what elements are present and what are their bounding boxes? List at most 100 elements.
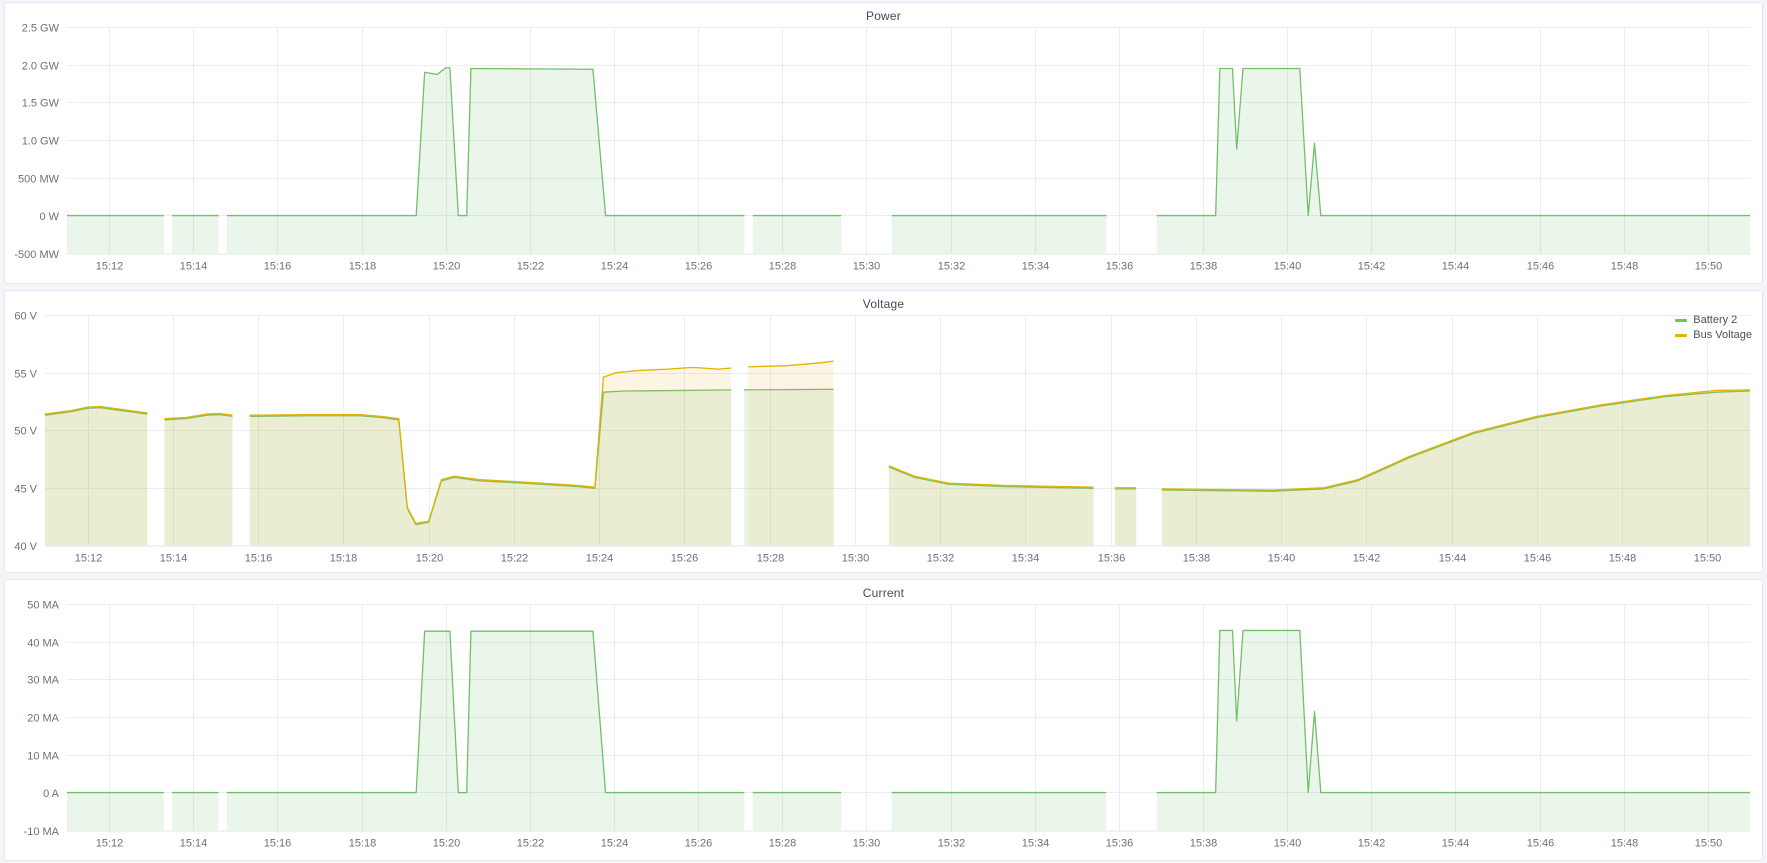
legend-label: Battery 2 — [1693, 314, 1738, 327]
x-axis-tick-label: 15:36 — [1098, 553, 1126, 565]
series-area-power — [67, 215, 164, 254]
series-area-current — [67, 792, 164, 830]
x-axis-tick-label: 15:12 — [96, 260, 124, 272]
series-area-battery-2 — [1114, 489, 1137, 546]
series-line-bus-voltage[interactable] — [888, 465, 1094, 489]
y-axis-tick-label: 30 MA — [27, 674, 59, 686]
series-line-bus-voltage[interactable] — [44, 406, 148, 416]
plot-area-current[interactable]: 50 MA 40 MA 30 MA 20 MA 10 MA 0 A -10 MA 15:12 1… — [5, 580, 1762, 860]
series-area-current — [1156, 630, 1750, 830]
x-axis-tick-label: 15:12 — [75, 553, 103, 565]
y-axis-tick-label: 50 MA — [27, 599, 59, 611]
x-axis-tick-label: 15:18 — [349, 837, 377, 849]
series-area-power — [172, 215, 219, 254]
x-axis-tick-label: 15:32 — [938, 837, 966, 849]
x-axis-tick-label: 15:48 — [1611, 260, 1639, 272]
y-axis-tick-label: 500 MW — [18, 174, 60, 186]
x-axis-tick-label: 15:44 — [1439, 553, 1467, 565]
series-area-current — [752, 792, 842, 830]
x-axis-tick-label: 15:16 — [264, 260, 292, 272]
y-axis-tick-label: 45 V — [14, 484, 37, 496]
x-axis-tick-label: 15:34 — [1012, 553, 1040, 565]
x-axis-tick-label: 15:28 — [757, 553, 785, 565]
series-line-battery-2[interactable] — [44, 407, 148, 417]
x-axis-tick-label: 15:40 — [1274, 260, 1302, 272]
x-axis-tick-label: 15:28 — [769, 260, 797, 272]
y-axis-tick-label: 60 V — [14, 311, 37, 323]
x-axis-tick-label: 15:22 — [517, 260, 545, 272]
panel-title-current: Current — [862, 585, 905, 600]
series-line-current[interactable] — [226, 630, 745, 793]
legend-swatch-icon — [1675, 334, 1688, 338]
series-line-bus-voltage[interactable] — [1161, 389, 1751, 492]
series-area-current — [891, 792, 1107, 830]
legend-voltage[interactable]: Battery 2 Bus Voltage — [1675, 313, 1752, 343]
series-line-battery-2[interactable] — [744, 388, 834, 391]
series-area-battery-2 — [1161, 391, 1750, 546]
x-axis-tick-label: 15:30 — [842, 553, 870, 565]
legend-label: Bus Voltage — [1693, 329, 1752, 342]
panel-power[interactable]: Power 2.5 GW 2.0 GW 1.5 GW 1.0 GW 500 MW 0 W -… — [4, 2, 1763, 285]
legend-swatch-icon — [1675, 319, 1688, 323]
series-area-bus-voltage — [1161, 390, 1750, 546]
x-axis-tick-label: 15:16 — [264, 837, 292, 849]
y-axis-tick-label: 50 V — [14, 426, 37, 438]
series-area-power — [1156, 68, 1750, 254]
series-area-bus-voltage — [249, 367, 732, 546]
series-area-bus-voltage — [748, 361, 834, 546]
y-axis-tick-label: 10 MA — [27, 750, 59, 762]
x-axis-tick-label: 15:14 — [180, 260, 208, 272]
legend-item-battery-2[interactable]: Battery 2 — [1675, 313, 1752, 328]
series-area-battery-2 — [164, 414, 233, 546]
series-area-battery-2 — [744, 389, 834, 546]
x-axis-tick-label: 15:48 — [1611, 837, 1639, 849]
y-axis-tick-label: 0 A — [43, 787, 60, 799]
series-area-current — [226, 630, 745, 830]
chart-current[interactable]: 50 MA 40 MA 30 MA 20 MA 10 MA 0 A -10 MA 15:12 1… — [5, 580, 1762, 860]
series-line-bus-voltage[interactable] — [249, 367, 732, 525]
chart-power[interactable]: 2.5 GW 2.0 GW 1.5 GW 1.0 GW 500 MW 0 W -500 MW… — [5, 3, 1762, 283]
x-axis-tick-label: 15:36 — [1106, 260, 1134, 272]
series-line-bus-voltage[interactable] — [164, 413, 233, 420]
x-axis-tick-label: 15:42 — [1358, 260, 1386, 272]
series-area-battery-2 — [888, 467, 1094, 546]
y-axis-tick-label: 0 W — [39, 211, 59, 223]
panel-voltage[interactable]: Voltage 60 V 55 V 50 V 45 V 40 V 15:12 15:14 15… — [4, 290, 1763, 573]
legend-item-bus-voltage[interactable]: Bus Voltage — [1675, 328, 1752, 343]
x-axis-tick-label: 15:14 — [180, 837, 208, 849]
x-axis-tick-label: 15:32 — [938, 260, 966, 272]
x-axis-tick-label: 15:30 — [853, 260, 881, 272]
series-line-power[interactable] — [1156, 67, 1750, 217]
x-axis-tick-label: 15:30 — [853, 837, 881, 849]
series-line-bus-voltage[interactable] — [748, 360, 834, 368]
x-axis-tick-label: 15:32 — [927, 553, 955, 565]
x-axis-tick-label: 15:48 — [1609, 553, 1637, 565]
series-line-power[interactable] — [226, 67, 745, 217]
x-axis-tick-label: 15:20 — [433, 260, 461, 272]
panel-current[interactable]: Current 50 MA 40 MA 30 MA 20 MA 10 MA 0 A -10 … — [4, 578, 1763, 861]
series-line-battery-2[interactable] — [888, 466, 1094, 490]
x-axis-tick-label: 15:44 — [1442, 837, 1470, 849]
plot-area-voltage[interactable]: 60 V 55 V 50 V 45 V 40 V 15:12 15:14 15:16 15:18… — [5, 291, 1762, 571]
x-axis-tick-label: 15:38 — [1190, 837, 1218, 849]
x-axis-tick-label: 15:18 — [349, 260, 377, 272]
series-area-bus-voltage — [164, 413, 233, 546]
series-line-battery-2[interactable] — [249, 389, 732, 526]
x-axis-tick-label: 15:36 — [1106, 837, 1134, 849]
x-axis-tick-label: 15:24 — [601, 260, 629, 272]
plot-area-power[interactable]: 2.5 GW 2.0 GW 1.5 GW 1.0 GW 500 MW 0 W -500 MW… — [5, 3, 1762, 283]
x-axis-tick-label: 15:24 — [586, 553, 614, 565]
x-axis-tick-label: 15:38 — [1190, 260, 1218, 272]
x-axis-tick-label: 15:50 — [1695, 260, 1723, 272]
y-axis-tick-label: 1.5 GW — [22, 98, 60, 110]
y-axis-tick-label: 40 MA — [27, 637, 59, 649]
x-axis-tick-label: 15:38 — [1183, 553, 1211, 565]
chart-voltage[interactable]: 60 V 55 V 50 V 45 V 40 V 15:12 15:14 15:16 15:18… — [5, 291, 1762, 571]
x-axis-tick-label: 15:42 — [1353, 553, 1381, 565]
x-axis-tick-label: 15:14 — [160, 553, 188, 565]
x-axis-tick-label: 15:20 — [433, 837, 461, 849]
series-line-battery-2[interactable] — [1161, 390, 1751, 493]
x-axis-tick-label: 15:46 — [1524, 553, 1552, 565]
series-line-battery-2[interactable] — [164, 414, 233, 421]
series-line-current[interactable] — [1156, 629, 1750, 793]
